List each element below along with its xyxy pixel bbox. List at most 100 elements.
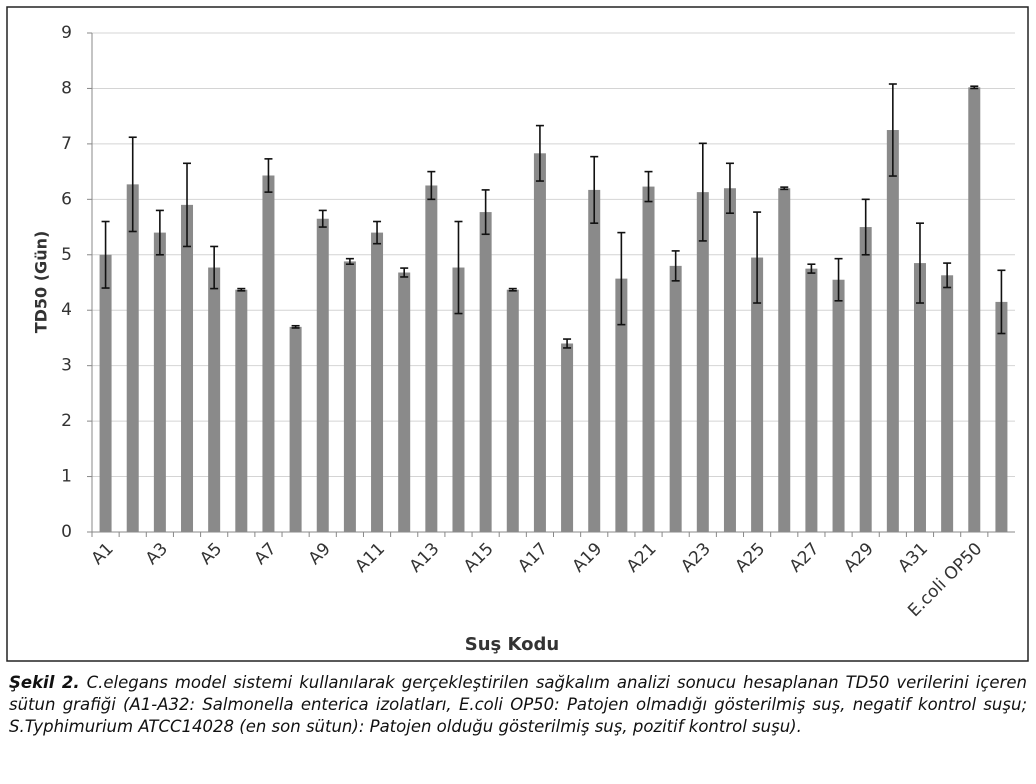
error-bar: [997, 269, 1006, 335]
x-tick-label: A11: [351, 539, 389, 577]
error-bar: [183, 162, 192, 248]
error-bar: [807, 263, 816, 274]
x-tick-label: A27: [786, 539, 824, 577]
bar: [126, 184, 139, 532]
bar: [235, 289, 248, 532]
bar: [941, 275, 954, 532]
x-tick-label: A9: [305, 539, 335, 569]
bar: [181, 204, 194, 532]
error-bar: [970, 85, 979, 90]
y-tick-label: 9: [61, 23, 72, 43]
bar: [778, 188, 791, 532]
bar: [995, 301, 1008, 532]
bar: [561, 343, 574, 532]
bar: [642, 186, 655, 532]
y-tick-label: 6: [61, 189, 72, 209]
error-bar: [427, 170, 436, 201]
error-bar: [915, 222, 924, 304]
error-bar: [671, 250, 680, 282]
error-bar: [345, 257, 354, 266]
bar: [343, 261, 356, 532]
y-tick-label: 8: [61, 78, 72, 98]
bar: [533, 153, 546, 532]
bar: [398, 272, 411, 532]
bar: [832, 279, 845, 532]
error-bar: [617, 231, 626, 326]
x-tick-label: A13: [406, 539, 444, 577]
bar: [669, 265, 682, 532]
x-tick-label: A25: [732, 539, 770, 577]
bar: [506, 289, 519, 532]
bar: [425, 185, 438, 532]
bar: [452, 267, 465, 532]
error-bar: [400, 267, 409, 278]
bar: [805, 268, 818, 532]
frame: [6, 6, 1029, 662]
bar: [208, 267, 221, 532]
error-bar: [128, 136, 137, 233]
error-bar: [508, 287, 517, 292]
error-bar: [725, 162, 734, 214]
caption-label: Şekil 2.: [9, 673, 80, 692]
x-tick-label: A17: [514, 539, 552, 577]
y-tick-label: 2: [61, 411, 72, 431]
x-tick-label: A23: [677, 539, 715, 577]
x-axis-label: Suş Kodu: [465, 634, 559, 655]
bar: [886, 130, 899, 532]
error-bar: [535, 124, 544, 182]
y-axis-label: TD50 (Gün): [32, 231, 51, 334]
bar: [479, 212, 492, 532]
y-tick-label: 7: [61, 134, 72, 154]
x-tick-label: A5: [196, 539, 226, 569]
y-tick-label: 5: [61, 245, 72, 265]
error-bar: [943, 262, 952, 289]
x-tick-label: A1: [88, 539, 118, 569]
error-bar: [155, 209, 164, 256]
x-tick-label: A21: [623, 539, 661, 577]
error-bar: [291, 324, 300, 329]
error-bar: [644, 170, 653, 203]
bar: [751, 257, 764, 532]
bar: [723, 188, 736, 532]
caption-text: C.elegans model sistemi kullanılarak ger…: [9, 673, 1027, 736]
y-tick-label: 1: [61, 467, 72, 487]
bar: [859, 227, 872, 533]
error-bar: [563, 338, 572, 349]
error-bar: [834, 257, 843, 302]
y-tick-label: 3: [61, 356, 72, 376]
bar: [696, 192, 709, 532]
x-tick-label: A15: [460, 539, 498, 577]
error-bar: [753, 211, 762, 304]
bar: [913, 263, 926, 532]
error-bar: [210, 245, 219, 290]
bar: [588, 189, 601, 532]
x-tick-label: A7: [251, 539, 281, 569]
chart: TD50 (Gün) Suş Kodu 0 1 2 3 4 5 6 7 8 9 A1 A3 A5 A7 A9…: [6, 6, 1029, 662]
error-bar: [237, 287, 246, 292]
y-tick-label: 0: [61, 522, 72, 542]
bar: [968, 87, 981, 532]
error-bar: [264, 158, 273, 193]
x-tick-label: A31: [894, 539, 932, 577]
error-bar: [318, 209, 327, 228]
error-bar: [861, 198, 870, 256]
y-tick-label: 4: [61, 300, 72, 320]
bar: [615, 278, 628, 532]
error-bar: [373, 220, 382, 245]
bar: [99, 254, 112, 532]
caption: Şekil 2. C.elegans model sistemi kullanı…: [9, 672, 1027, 738]
bar: [262, 175, 275, 532]
bar: [289, 326, 302, 532]
error-bar: [481, 189, 490, 236]
bar: [371, 232, 384, 532]
error-bar: [888, 83, 897, 177]
error-bar: [698, 142, 707, 242]
x-tick-label: A29: [840, 539, 878, 577]
error-bar: [454, 220, 463, 315]
error-bar: [590, 155, 599, 224]
error-bar: [101, 220, 110, 289]
x-tick-label: A19: [569, 539, 607, 577]
x-tick-label: A3: [142, 539, 172, 569]
error-bar: [780, 186, 789, 191]
